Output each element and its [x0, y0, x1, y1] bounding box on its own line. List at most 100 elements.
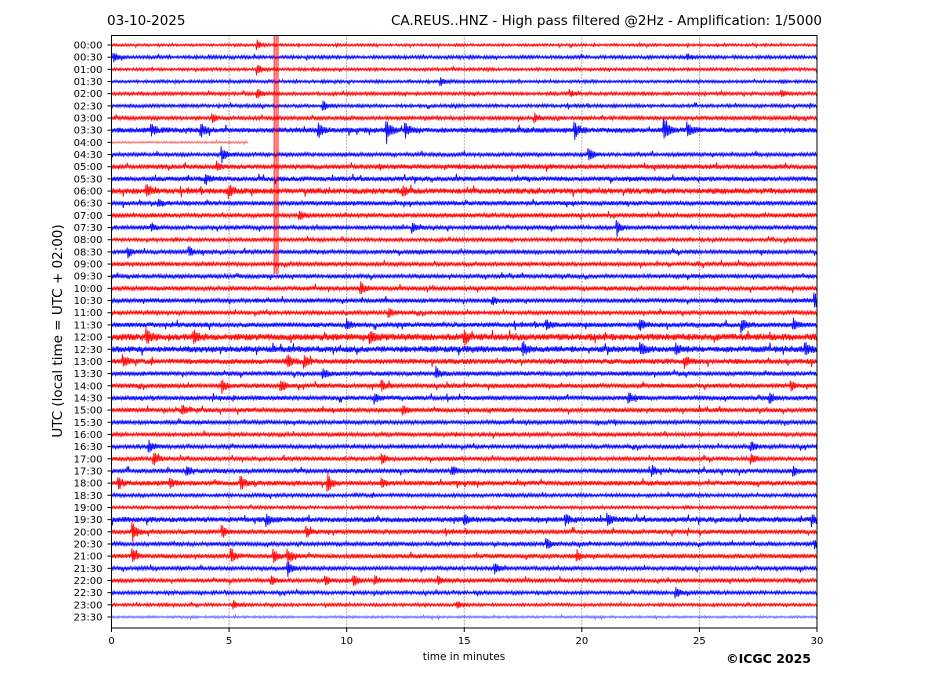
traces: [111, 35, 818, 621]
y-tick-label: 15:00: [74, 406, 103, 417]
y-tick-label: 07:00: [74, 211, 103, 222]
y-tick-label: 14:00: [74, 381, 103, 392]
y-tick-label: 08:30: [74, 247, 103, 258]
y-tick-label: 14:30: [74, 393, 103, 404]
trace-row-1800: [111, 473, 818, 492]
y-tick-label: 05:30: [74, 174, 103, 185]
trace-row-1930: [111, 512, 818, 528]
y-tick-label: 23:30: [74, 612, 103, 623]
y-tick-label: 04:30: [74, 150, 103, 161]
trace-row-0030: [111, 52, 818, 63]
y-tick-label: 00:30: [74, 53, 103, 64]
trace-row-0830: [111, 246, 818, 259]
trace-row-0800: [111, 236, 818, 244]
y-tick-label: 21:30: [74, 564, 103, 575]
y-tick-label: 13:30: [74, 369, 103, 380]
y-tick-label: 18:00: [74, 479, 103, 490]
y-tick-label: 17:00: [74, 454, 103, 465]
trace-row-2130: [111, 561, 818, 577]
y-tick-label: 08:00: [74, 235, 103, 246]
x-tick-label: 25: [693, 636, 706, 647]
y-tick-label: 02:00: [74, 89, 103, 100]
x-axis-ticks: 0 5 10 15 20 25 30: [108, 628, 823, 647]
trace-row-1200: [111, 327, 818, 346]
y-tick-label: 02:30: [74, 101, 103, 112]
y-tick-label: 03:00: [74, 114, 103, 125]
trace-row-1130: [111, 317, 818, 334]
y-tick-label: 19:00: [74, 503, 103, 514]
y-tick-label: 12:00: [74, 333, 103, 344]
y-tick-label: 15:30: [74, 418, 103, 429]
y-tick-label: 16:30: [74, 442, 103, 453]
x-tick-label: 30: [811, 636, 824, 647]
y-tick-label: 22:30: [74, 588, 103, 599]
trace-row-2000: [111, 522, 818, 543]
y-tick-label: 12:30: [74, 345, 103, 356]
trace-row-0530: [111, 173, 818, 185]
trace-row-1600: [111, 430, 818, 439]
y-tick-label: 06:30: [74, 199, 103, 210]
trace-row-1700: [111, 452, 818, 466]
y-tick-label: 23:00: [74, 600, 103, 611]
trace-row-2100: [111, 548, 818, 564]
chart-title: CA.REUS..HNZ - High pass filtered @2Hz -…: [391, 13, 822, 29]
trace-row-0300: [111, 112, 818, 124]
plot-frame: [111, 35, 818, 629]
y-tick-label: 20:30: [74, 539, 103, 550]
trace-row-0000: [111, 39, 818, 50]
trace-row-1830: [111, 491, 818, 499]
trace-row-1400: [111, 379, 818, 395]
y-tick-label: 22:00: [74, 576, 103, 587]
y-tick-label: 11:00: [74, 308, 103, 319]
trace-row-0930: [111, 272, 818, 281]
trace-row-0130: [111, 77, 818, 87]
y-tick-label: 10:00: [74, 284, 103, 295]
trace-row-1430: [111, 392, 818, 405]
y-axis-label: UTC (local time = UTC + 02:00): [50, 224, 66, 437]
y-tick-label: 11:30: [74, 320, 103, 331]
trace-row-1000: [111, 281, 818, 295]
y-tick-label: 04:00: [74, 138, 103, 149]
y-tick-label: 05:00: [74, 162, 103, 173]
trace-row-1030: [111, 292, 818, 308]
trace-row-1530: [111, 418, 818, 426]
trace-row-0600: [111, 184, 818, 200]
trace-row-1330: [111, 365, 818, 379]
x-tick-label: 5: [226, 636, 232, 647]
copyright: ©ICGC 2025: [726, 651, 811, 666]
trace-row-1300: [111, 354, 818, 369]
y-tick-label: 20:00: [74, 527, 103, 538]
x-tick-label: 0: [108, 636, 114, 647]
trace-row-0630: [111, 198, 818, 208]
y-tick-label: 00:00: [74, 41, 103, 52]
chart-date: 03-10-2025: [107, 13, 185, 29]
trace-row-1100: [111, 308, 818, 318]
trace-row-1230: [111, 341, 818, 357]
x-tick-label: 20: [575, 636, 588, 647]
trace-row-1630: [111, 439, 818, 453]
y-tick-label: 06:00: [74, 187, 103, 198]
y-tick-label: 16:00: [74, 430, 103, 441]
trace-row-1500: [111, 405, 818, 416]
y-tick-label: 18:30: [74, 491, 103, 502]
trace-row-0330: [111, 118, 818, 145]
trace-row-2330: [111, 613, 818, 621]
y-tick-label: 13:00: [74, 357, 103, 368]
trace-row-0430: [111, 146, 818, 164]
trace-row-1900: [111, 504, 818, 512]
trace-row-2300: [111, 599, 818, 610]
y-tick-label: 09:00: [74, 260, 103, 271]
y-tick-label: 01:30: [74, 77, 103, 88]
y-tick-label: 03:30: [74, 126, 103, 137]
y-tick-label: 17:30: [74, 466, 103, 477]
trace-row-0700: [111, 210, 818, 220]
trace-row-0400: [111, 138, 249, 146]
y-tick-label: 01:00: [74, 65, 103, 76]
trace-row-0730: [111, 219, 818, 237]
trace-row-2030: [111, 538, 818, 550]
x-tick-label: 10: [340, 636, 353, 647]
y-tick-label: 19:30: [74, 515, 103, 526]
trace-row-2200: [111, 575, 818, 587]
